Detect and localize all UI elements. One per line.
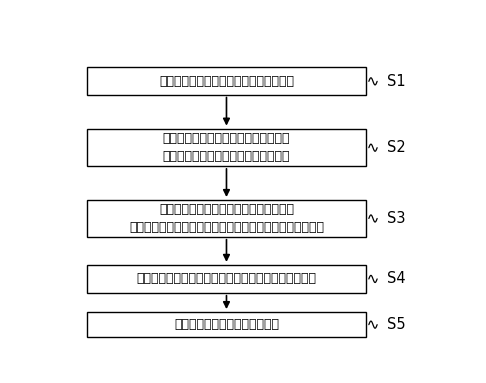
Text: S2: S2 [386,140,405,155]
Text: 获得经过透镜色散后的每个像素对应的
红色索引值、绿色索引值、蓝色索引值: 获得经过透镜色散后的每个像素对应的 红色索引值、绿色索引值、蓝色索引值 [163,132,290,163]
Text: S3: S3 [386,211,405,226]
Text: 透过透镜观察色散后的数字图像: 透过透镜观察色散后的数字图像 [174,318,279,331]
Text: 对数字图像按照进行采样，获得色散后的
每个像素的颜色值的红色分量值、绿色分量值、蓝色分量值: 对数字图像按照进行采样，获得色散后的 每个像素的颜色值的红色分量值、绿色分量值、… [129,203,324,234]
Bar [87,129,366,166]
Text: 计算色散后每个像素的颜色值，获得色散后的数字图像: 计算色散后每个像素的颜色值，获得色散后的数字图像 [137,272,316,285]
Bar [87,200,366,237]
Bar [87,67,366,95]
Bar [87,312,366,337]
Text: S4: S4 [386,272,405,286]
Text: 获取数字图像每个像素对应的二维索引值: 获取数字图像每个像素对应的二维索引值 [159,75,294,88]
Text: S5: S5 [386,317,405,332]
Text: S1: S1 [386,74,405,89]
Bar [87,265,366,293]
